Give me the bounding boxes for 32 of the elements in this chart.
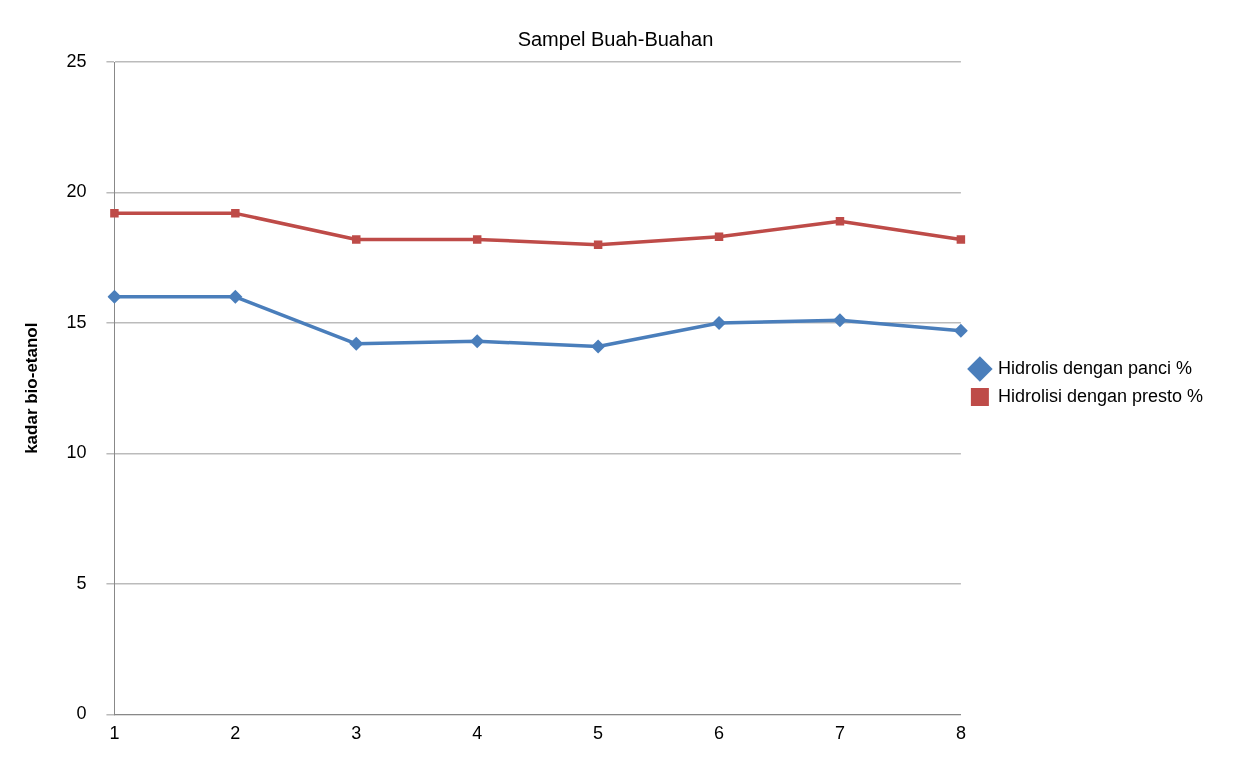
- x-tick-label: 2: [230, 723, 241, 744]
- x-tick-label: 3: [351, 723, 362, 744]
- y-tick-label: 15: [66, 311, 87, 332]
- x-tick-label: 7: [834, 723, 845, 744]
- point: [349, 336, 364, 351]
- x-tick-label: 5: [593, 723, 604, 744]
- point: [228, 289, 243, 304]
- x-tick-label: 1: [109, 723, 120, 744]
- chart-title: Sampel Buah-Buahan: [517, 27, 714, 50]
- point: [593, 240, 603, 249]
- y-axis-title: kadar bio-etanol: [21, 322, 41, 454]
- y-tick-label: 20: [66, 181, 87, 202]
- legend-label: Hidrolis dengan panci %: [997, 357, 1193, 378]
- point: [352, 235, 361, 244]
- x-tick-label: 6: [714, 723, 725, 744]
- y-tick-label: 25: [66, 50, 87, 71]
- legend-label: Hidrolisi dengan presto %: [997, 385, 1204, 406]
- point: [953, 323, 968, 338]
- point: [470, 334, 485, 349]
- point: [832, 313, 847, 328]
- point: [107, 289, 122, 304]
- y-tick-label: 0: [76, 703, 87, 724]
- point: [712, 315, 727, 330]
- point: [231, 209, 240, 218]
- x-tick-label: 4: [472, 723, 483, 744]
- x-tick-label: 8: [955, 723, 966, 744]
- point: [956, 235, 966, 244]
- point: [110, 209, 119, 218]
- point: [591, 339, 606, 354]
- y-tick-label: 5: [76, 572, 87, 593]
- point: [472, 235, 482, 244]
- y-tick-label: 10: [66, 442, 87, 463]
